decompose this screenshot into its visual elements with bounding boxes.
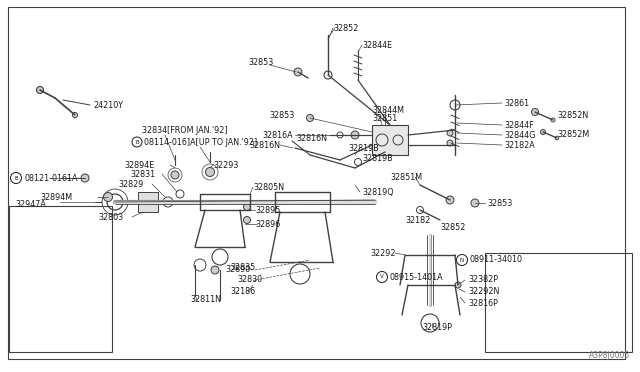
Text: 32292N: 32292N <box>468 288 499 296</box>
Text: 32852M: 32852M <box>557 129 589 138</box>
Circle shape <box>351 131 359 139</box>
Text: 32835: 32835 <box>230 263 255 273</box>
Circle shape <box>81 174 89 182</box>
Text: 32819B: 32819B <box>362 154 393 163</box>
Text: 32816P: 32816P <box>468 298 498 308</box>
Circle shape <box>455 282 461 288</box>
Text: B: B <box>14 176 18 180</box>
Text: 32844F: 32844F <box>504 121 534 129</box>
Circle shape <box>205 167 214 176</box>
Circle shape <box>307 115 314 122</box>
Text: 32947A: 32947A <box>15 199 46 208</box>
Text: 32816N: 32816N <box>249 141 280 150</box>
Text: V: V <box>380 275 384 279</box>
Circle shape <box>211 266 219 274</box>
Text: 32805N: 32805N <box>253 183 284 192</box>
Text: 32816N: 32816N <box>296 134 327 142</box>
Text: 32895: 32895 <box>255 205 280 215</box>
Text: 32844G: 32844G <box>504 131 536 140</box>
Text: 32382P: 32382P <box>468 276 498 285</box>
Text: 32829: 32829 <box>118 180 143 189</box>
Circle shape <box>294 68 302 76</box>
Text: 32819Q: 32819Q <box>362 187 394 196</box>
Circle shape <box>471 199 479 207</box>
Circle shape <box>447 140 453 146</box>
Text: 32851: 32851 <box>372 113 397 122</box>
Bar <box>138 192 158 212</box>
Text: 32182A: 32182A <box>504 141 535 150</box>
Text: 32894M: 32894M <box>41 192 73 202</box>
Text: 32811N: 32811N <box>190 295 221 305</box>
Text: 32292: 32292 <box>370 248 396 257</box>
Bar <box>485 253 632 352</box>
Text: 32861: 32861 <box>504 99 529 108</box>
Text: B: B <box>135 140 139 144</box>
Circle shape <box>541 129 545 135</box>
Circle shape <box>243 217 250 224</box>
Text: 08911-34010: 08911-34010 <box>470 256 523 264</box>
Text: 08121-0161A: 08121-0161A <box>24 173 77 183</box>
Text: 32803: 32803 <box>98 212 123 221</box>
Text: 32852N: 32852N <box>557 110 588 119</box>
Text: 24210Y: 24210Y <box>93 100 123 109</box>
Circle shape <box>36 87 44 93</box>
Circle shape <box>243 203 250 211</box>
Text: 32894E: 32894E <box>125 160 155 170</box>
Circle shape <box>447 130 453 136</box>
Text: 32853: 32853 <box>248 58 273 67</box>
Text: 32851M: 32851M <box>390 173 422 182</box>
Bar <box>9 206 112 352</box>
Text: 32834[FROM JAN.'92]: 32834[FROM JAN.'92] <box>142 125 228 135</box>
Text: 32852: 32852 <box>333 23 358 32</box>
Text: 32853: 32853 <box>269 110 295 119</box>
Text: 32896: 32896 <box>255 219 280 228</box>
Text: 32853: 32853 <box>487 199 512 208</box>
Text: 32852: 32852 <box>440 222 465 231</box>
Text: 08915-1401A: 08915-1401A <box>390 273 444 282</box>
Circle shape <box>531 109 538 115</box>
Text: 32819B: 32819B <box>348 144 379 153</box>
Text: 32182: 32182 <box>405 215 430 224</box>
Text: A3P8J0005: A3P8J0005 <box>589 351 630 360</box>
Text: 32844E: 32844E <box>362 41 392 49</box>
Text: 08114-016]A[UP TO JAN.'92]: 08114-016]A[UP TO JAN.'92] <box>144 138 257 147</box>
Circle shape <box>446 196 454 204</box>
Text: N: N <box>460 257 464 263</box>
Circle shape <box>171 171 179 179</box>
Circle shape <box>104 192 113 202</box>
Text: 32830: 32830 <box>237 276 262 285</box>
Text: 32844M: 32844M <box>372 106 404 115</box>
Bar <box>372 125 408 155</box>
Text: 32831: 32831 <box>130 170 155 179</box>
Text: 32890: 32890 <box>225 266 250 275</box>
Text: 32816A: 32816A <box>262 131 293 140</box>
Text: 32186: 32186 <box>230 288 255 296</box>
Text: 32819P: 32819P <box>422 323 452 331</box>
Text: 32293: 32293 <box>213 160 238 170</box>
